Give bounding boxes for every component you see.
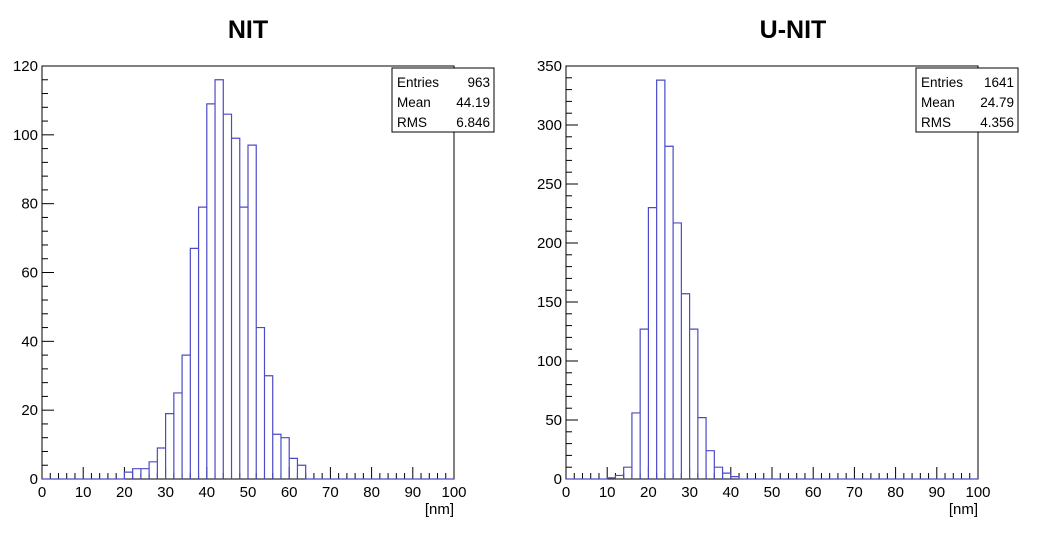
- histogram-bin: [240, 207, 248, 479]
- histogram-bin: [182, 355, 190, 479]
- histogram-bin: [264, 376, 272, 479]
- x-tick-label: 50: [240, 484, 257, 501]
- stats-value: 24.79: [980, 95, 1014, 110]
- stats-box: Entries 1641 Mean 24.79 RMS 4.356: [915, 67, 1019, 133]
- histogram-bin: [632, 413, 640, 479]
- stats-label: Entries: [397, 75, 439, 90]
- y-tick-label: 100: [537, 353, 562, 370]
- histogram-bin: [248, 145, 256, 479]
- histogram-bin: [215, 80, 223, 479]
- x-tick-label: 10: [599, 484, 616, 501]
- x-tick-label: 70: [322, 484, 339, 501]
- stats-box: Entries 963 Mean 44.19 RMS 6.846: [391, 67, 495, 133]
- y-tick-label: 20: [21, 402, 38, 419]
- stats-value: 6.846: [456, 115, 490, 130]
- histogram-bin: [297, 465, 305, 479]
- stats-value: 44.19: [456, 95, 490, 110]
- x-tick-label: 30: [681, 484, 698, 501]
- histogram-bin: [648, 208, 656, 479]
- chart-title: NIT: [228, 16, 268, 44]
- histogram-bin: [723, 473, 731, 479]
- x-tick-label: 60: [805, 484, 822, 501]
- histogram-bin: [124, 472, 132, 479]
- x-tick-label: 80: [363, 484, 380, 501]
- histogram-bin: [273, 434, 281, 479]
- histogram-bin: [289, 458, 297, 479]
- histogram-bin: [141, 469, 149, 479]
- histogram-line: [42, 79, 454, 480]
- y-tick-label: 150: [537, 294, 562, 311]
- y-tick-label: 350: [537, 58, 562, 75]
- x-tick-label: 40: [198, 484, 215, 501]
- histogram-bin: [714, 467, 722, 479]
- histogram-bin: [149, 462, 157, 479]
- y-tick-label: 80: [21, 196, 38, 213]
- stats-value: 4.356: [980, 115, 1014, 130]
- y-tick-label: 100: [13, 127, 38, 144]
- x-tick-label: 30: [157, 484, 174, 501]
- x-tick-label: 90: [928, 484, 945, 501]
- x-tick-label: 40: [722, 484, 739, 501]
- histogram-bin: [615, 475, 623, 479]
- histogram-bin: [690, 329, 698, 479]
- x-tick-label: 50: [764, 484, 781, 501]
- histogram-bin: [673, 223, 681, 479]
- histogram-bin: [199, 207, 207, 479]
- histogram-bin: [706, 451, 714, 479]
- y-tick-label: 300: [537, 117, 562, 134]
- x-tick-label: 100: [965, 484, 990, 501]
- y-tick-label: 120: [13, 58, 38, 75]
- y-tick-label: 200: [537, 235, 562, 252]
- stats-value: 1641: [984, 75, 1014, 90]
- histogram-line: [566, 79, 978, 480]
- histogram-bin: [657, 80, 665, 479]
- histogram-bin: [190, 248, 198, 479]
- histogram-bin: [698, 418, 706, 479]
- y-tick-label: 250: [537, 176, 562, 193]
- histogram-bin: [174, 393, 182, 479]
- histogram-bin: [281, 438, 289, 479]
- x-axis-label: [nm]: [949, 501, 978, 518]
- histogram-bin: [256, 328, 264, 479]
- histogram-bin: [232, 138, 240, 479]
- histogram-bin: [157, 448, 165, 479]
- y-tick-label: 40: [21, 333, 38, 350]
- x-tick-label: 100: [441, 484, 466, 501]
- stats-value: 963: [467, 75, 490, 90]
- y-tick-label: 60: [21, 265, 38, 282]
- stats-label: Mean: [397, 95, 431, 110]
- histogram-bin: [166, 414, 174, 479]
- stats-label: Entries: [921, 75, 963, 90]
- x-tick-label: 0: [38, 484, 46, 501]
- chart-title: U-NIT: [760, 16, 827, 44]
- histogram-bin: [133, 469, 141, 479]
- histogram-bin: [731, 477, 739, 479]
- histogram-bin: [681, 294, 689, 479]
- stats-label: RMS: [921, 115, 951, 130]
- x-tick-label: 0: [562, 484, 570, 501]
- stats-label: Mean: [921, 95, 955, 110]
- y-tick-label: 0: [554, 471, 562, 488]
- x-tick-label: 20: [640, 484, 657, 501]
- histogram-bin: [665, 146, 673, 479]
- x-tick-label: 90: [404, 484, 421, 501]
- histogram-bin: [207, 104, 215, 479]
- stats-label: RMS: [397, 115, 427, 130]
- y-tick-label: 50: [545, 412, 562, 429]
- x-tick-label: 10: [75, 484, 92, 501]
- histogram-bin: [640, 329, 648, 479]
- histogram-bin: [607, 478, 615, 479]
- x-tick-label: 70: [846, 484, 863, 501]
- x-axis-label: [nm]: [425, 501, 454, 518]
- x-tick-label: 80: [887, 484, 904, 501]
- y-tick-label: 0: [30, 471, 38, 488]
- x-tick-label: 20: [116, 484, 133, 501]
- x-tick-label: 60: [281, 484, 298, 501]
- histogram-bin: [624, 467, 632, 479]
- histogram-bin: [223, 114, 231, 479]
